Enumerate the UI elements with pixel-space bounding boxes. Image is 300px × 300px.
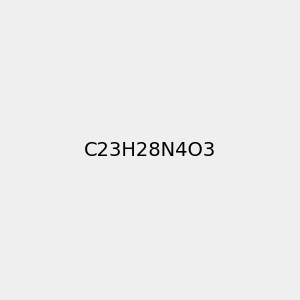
Text: C23H28N4O3: C23H28N4O3 (84, 140, 216, 160)
